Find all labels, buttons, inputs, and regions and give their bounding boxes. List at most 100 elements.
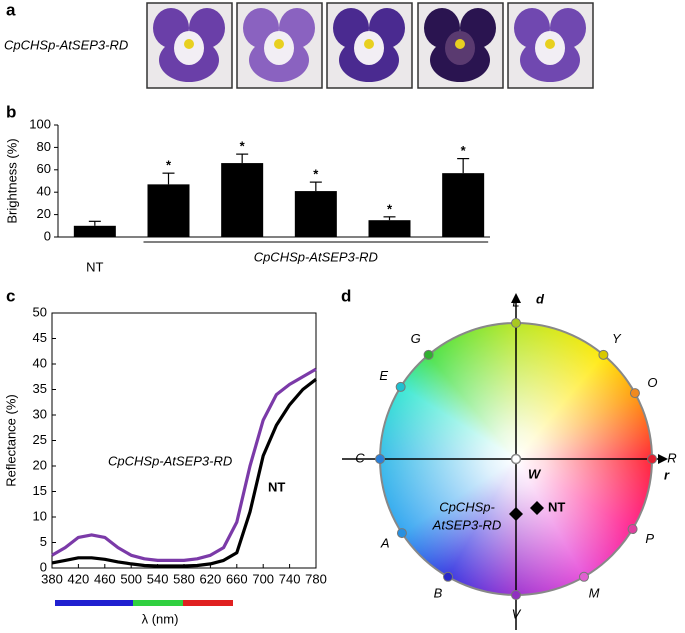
y-tick-label: 50	[33, 304, 47, 319]
hue-marker	[395, 381, 406, 392]
arrow	[511, 293, 521, 303]
bar	[221, 163, 264, 237]
x-tick-label: 540	[147, 571, 169, 586]
panel-label: c	[6, 286, 15, 305]
series-line	[51, 367, 317, 562]
series-line	[51, 378, 317, 568]
origin	[510, 453, 522, 465]
hue-marker	[423, 349, 434, 360]
x-tick-label: 620	[200, 571, 222, 586]
significance-mark: *	[313, 167, 319, 182]
spectrum-band	[55, 600, 133, 606]
bar	[147, 184, 190, 237]
point-marker	[509, 507, 523, 521]
panel-label: a	[6, 0, 16, 19]
group-label: CpCHSp-AtSEP3-RD	[254, 249, 378, 264]
bar	[294, 191, 337, 237]
x-tick-label: 580	[173, 571, 195, 586]
panel-label: b	[6, 102, 16, 121]
hue-marker	[579, 571, 589, 582]
y-tick-label: 20	[37, 206, 51, 221]
point-marker	[530, 501, 544, 515]
significance-mark: *	[387, 201, 393, 216]
plot-frame	[51, 312, 317, 569]
spectrum-band	[183, 600, 233, 606]
hue-marker	[511, 590, 521, 600]
point-label: AtSEP3-RD	[432, 517, 502, 532]
y-tick-label: 45	[33, 330, 47, 345]
x-tick-label: 660	[226, 571, 248, 586]
y-tick-label: 10	[33, 508, 47, 523]
y-tick-label: 25	[33, 432, 47, 447]
significance-mark: *	[166, 158, 172, 173]
hue-marker	[627, 524, 638, 535]
hue-marker	[443, 571, 453, 582]
x-tick-label: 780	[305, 571, 327, 586]
photo-caption: CpCHSp-AtSEP3-RD	[4, 37, 128, 52]
series-label: CpCHSp-AtSEP3-RD	[108, 453, 232, 468]
hue-label: R	[667, 450, 676, 465]
panel-label: d	[341, 286, 351, 305]
hue-marker	[375, 454, 385, 464]
bar	[442, 173, 485, 237]
stamen	[184, 39, 194, 49]
hue-marker	[647, 454, 657, 464]
hue-marker	[598, 349, 609, 360]
y-axis-label: Reflectance (%)	[3, 394, 18, 486]
axis-label: d	[536, 291, 545, 306]
y-tick-label: 100	[29, 116, 51, 131]
hue-label: O	[647, 375, 657, 390]
y-tick-label: 0	[44, 228, 51, 243]
hue-label: V	[512, 606, 522, 621]
series-label: NT	[268, 479, 285, 494]
x-tick-label: 700	[252, 571, 274, 586]
hue-marker	[629, 388, 640, 399]
x-tick-label: 460	[94, 571, 116, 586]
x-tick-label: 420	[68, 571, 90, 586]
y-tick-label: 80	[37, 139, 51, 154]
hue-label: P	[645, 531, 654, 546]
hue-label: G	[411, 331, 421, 346]
significance-mark: *	[240, 139, 246, 154]
stamen	[455, 39, 465, 49]
y-tick-label: 40	[37, 184, 51, 199]
y-tick-label: 15	[33, 483, 47, 498]
x-axis-label: λ (nm)	[142, 611, 179, 626]
flower-photos	[146, 2, 594, 89]
significance-mark: *	[461, 143, 467, 158]
x-tick-label: 500	[120, 571, 142, 586]
bar	[73, 225, 116, 237]
stamen	[545, 39, 555, 49]
spectrum-band	[133, 600, 183, 606]
y-tick-label: 40	[33, 355, 47, 370]
stamen	[274, 39, 284, 49]
hue-label: E	[379, 368, 388, 383]
y-tick-label: 20	[33, 457, 47, 472]
hue-label: C	[355, 450, 365, 465]
point-label: CpCHSp-	[439, 499, 495, 514]
arrow	[658, 454, 668, 464]
axis-label: r	[664, 467, 670, 482]
hue-marker	[511, 318, 521, 328]
x-tick-label: NT	[86, 259, 103, 274]
hue-label: B	[434, 586, 443, 601]
y-tick-label: 30	[33, 406, 47, 421]
point-label: NT	[548, 499, 565, 514]
bar	[368, 220, 411, 237]
hue-label: L	[512, 294, 519, 309]
hue-marker	[396, 528, 407, 539]
y-tick-label: 5	[40, 534, 47, 549]
x-tick-label: 380	[41, 571, 63, 586]
hue-label: Y	[612, 331, 622, 346]
y-tick-label: 60	[37, 161, 51, 176]
y-tick-label: 0	[40, 559, 47, 574]
x-tick-label: 740	[279, 571, 301, 586]
y-tick-label: 35	[33, 381, 47, 396]
origin-label: W	[528, 466, 542, 481]
hue-label: A	[380, 535, 390, 550]
stamen	[364, 39, 374, 49]
y-axis-label: Brightness (%)	[4, 138, 19, 223]
hue-label: M	[589, 586, 600, 601]
